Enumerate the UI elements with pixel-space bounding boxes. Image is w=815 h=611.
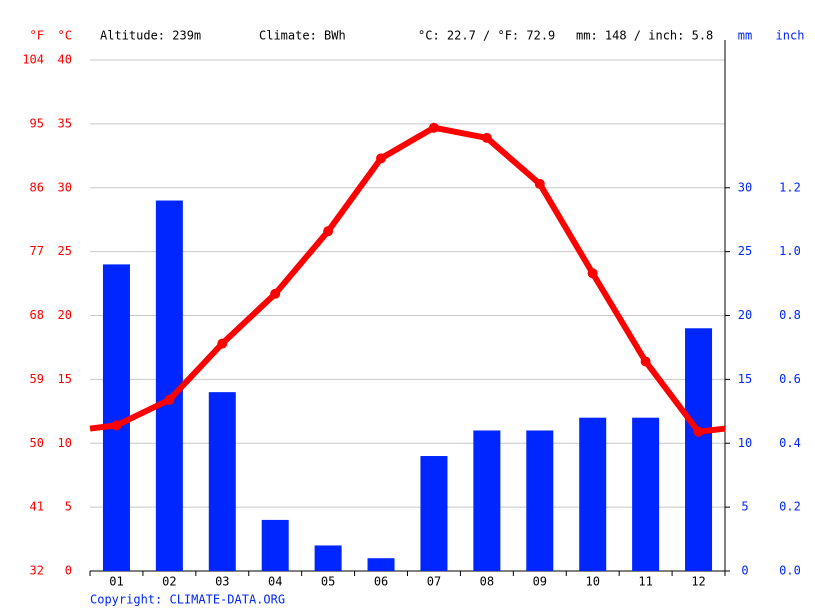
y-tick-label: 32 <box>30 564 44 578</box>
temperature-point <box>587 268 598 279</box>
x-tick-label: 01 <box>109 575 123 589</box>
x-tick-label: 05 <box>321 575 335 589</box>
y-tick-label: 15 <box>58 372 72 386</box>
precipitation-bar <box>314 545 342 571</box>
y-tick-label: 50 <box>30 436 44 450</box>
x-tick-label: 10 <box>585 575 599 589</box>
precipitation-bar <box>261 519 289 571</box>
temperature-point <box>270 288 281 299</box>
x-tick-label: 04 <box>268 575 282 589</box>
y-tick-label: 1.0 <box>779 244 801 258</box>
precipitation-bar <box>473 430 501 571</box>
temperature-point <box>217 338 228 349</box>
x-tick-label: 09 <box>533 575 547 589</box>
precipitation-bar <box>420 456 448 571</box>
y-tick-label: 35 <box>58 116 72 130</box>
y-tick-label: 20 <box>58 308 72 322</box>
precipitation-bar <box>208 392 236 571</box>
x-tick-label: 12 <box>691 575 705 589</box>
x-tick-label: 11 <box>638 575 652 589</box>
precipitation-bar <box>685 328 713 571</box>
precipitation-bar <box>579 417 607 571</box>
axis-unit-label: °C <box>58 29 72 43</box>
y-tick-label: 20 <box>738 308 752 322</box>
header-climate: Climate: BWh <box>259 29 346 43</box>
header-temperature: °C: 22.7 / °F: 72.9 <box>418 29 555 43</box>
precipitation-bar <box>632 417 660 571</box>
axis-unit-label: mm <box>738 29 752 43</box>
x-tick-label: 02 <box>162 575 176 589</box>
axis-unit-label: inch <box>776 29 805 43</box>
temperature-point <box>164 394 175 405</box>
temperature-point <box>111 420 122 431</box>
header-altitude: Altitude: 239m <box>100 29 201 43</box>
header-precipitation: mm: 148 / inch: 5.8 <box>576 29 713 43</box>
y-tick-label: 0.6 <box>779 372 801 386</box>
y-tick-label: 0 <box>741 564 748 578</box>
temperature-point <box>323 226 334 237</box>
temperature-point <box>481 132 492 143</box>
precipitation-bar <box>367 558 395 571</box>
y-tick-label: 59 <box>30 372 44 386</box>
precipitation-bar <box>526 430 554 571</box>
y-tick-label: 30 <box>738 180 752 194</box>
y-tick-label: 0.2 <box>779 500 801 514</box>
temperature-point <box>534 178 545 189</box>
y-tick-label: 95 <box>30 116 44 130</box>
y-tick-label: 86 <box>30 180 44 194</box>
y-tick-label: 10 <box>58 436 72 450</box>
y-tick-label: 0.8 <box>779 308 801 322</box>
temperature-point <box>376 153 387 164</box>
y-tick-label: 10 <box>738 436 752 450</box>
temperature-point <box>693 426 704 437</box>
y-tick-label: 25 <box>738 244 752 258</box>
y-tick-label: 15 <box>738 372 752 386</box>
y-tick-label: 0.4 <box>779 436 801 450</box>
y-tick-label: 68 <box>30 308 44 322</box>
x-tick-label: 07 <box>427 575 441 589</box>
y-tick-label: 1.2 <box>779 180 801 194</box>
x-tick-label: 08 <box>480 575 494 589</box>
y-tick-label: 0 <box>65 564 72 578</box>
y-tick-label: 5 <box>65 500 72 514</box>
y-tick-label: 0.0 <box>779 564 801 578</box>
axis-unit-label: °F <box>30 29 44 43</box>
temperature-point <box>428 122 439 133</box>
y-tick-label: 30 <box>58 180 72 194</box>
precipitation-bar <box>155 200 183 571</box>
copyright: Copyright: CLIMATE-DATA.ORG <box>90 593 285 607</box>
y-tick-label: 5 <box>741 500 748 514</box>
x-tick-label: 06 <box>374 575 388 589</box>
temperature-line <box>115 124 701 434</box>
y-tick-label: 77 <box>30 244 44 258</box>
x-tick-label: 03 <box>215 575 229 589</box>
y-tick-label: 25 <box>58 244 72 258</box>
y-tick-label: 104 <box>22 53 44 67</box>
temperature-point <box>640 356 651 367</box>
y-tick-label: 41 <box>30 500 44 514</box>
y-tick-label: 40 <box>58 53 72 67</box>
